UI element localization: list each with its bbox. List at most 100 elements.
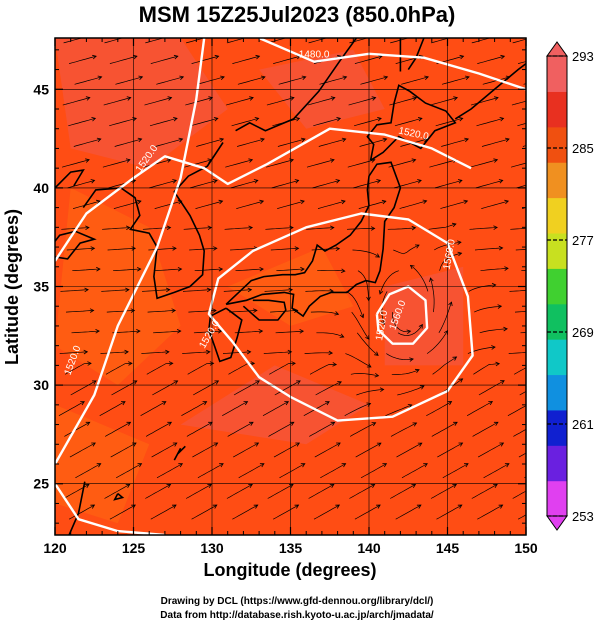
streamline [441, 138, 469, 147]
streamline-arrowhead [341, 199, 346, 205]
streamline-arrowhead [96, 463, 102, 468]
streamline [470, 97, 499, 106]
streamline [356, 389, 384, 396]
streamline [109, 117, 137, 127]
streamline [305, 290, 334, 292]
x-tick-label: 135 [279, 540, 303, 556]
streamline-arrowhead [124, 349, 129, 355]
streamline [473, 363, 500, 375]
streamline-arrowhead [504, 266, 509, 271]
contour-label: 1520.0 [374, 309, 390, 341]
streamline [68, 504, 95, 520]
streamline [481, 138, 510, 147]
streamline-arrowhead [330, 225, 335, 231]
streamline [430, 484, 457, 499]
streamline-arrowhead [452, 356, 458, 361]
streamline-arrowhead [220, 75, 225, 80]
streamline [306, 227, 334, 230]
streamline-arrowhead [497, 304, 503, 309]
streamline-arrowhead [125, 287, 130, 293]
coastline [55, 169, 85, 189]
streamline-arrowhead [89, 308, 95, 313]
streamline [237, 138, 265, 147]
streamline-arrowhead [448, 301, 453, 307]
streamline [140, 401, 166, 417]
colorbar-strip [547, 126, 567, 163]
streamline [355, 442, 382, 458]
streamline [232, 55, 260, 64]
streamline [268, 421, 294, 437]
streamline-arrowhead [247, 287, 253, 293]
streamline [479, 328, 508, 334]
streamline-arrowhead [248, 483, 253, 489]
y-tick-label: 25 [33, 476, 49, 492]
streamline-arrowhead [301, 75, 307, 80]
streamline-arrowhead [539, 309, 543, 313]
streamline [522, 145, 526, 147]
streamline [106, 310, 135, 313]
streamline-arrowhead [138, 75, 144, 80]
streamline-arrowhead [132, 380, 138, 385]
streamline-arrowhead [493, 225, 498, 230]
streamline [390, 484, 416, 499]
streamline-arrowhead [341, 137, 347, 143]
streamline [346, 228, 375, 230]
streamline-arrowhead [409, 357, 414, 362]
streamline [476, 117, 504, 127]
streamline [184, 159, 212, 168]
streamline-arrowhead [371, 96, 377, 101]
streamline-arrowhead [505, 137, 510, 143]
streamline-arrowhead [411, 158, 417, 163]
streamline-arrowhead [336, 442, 341, 447]
streamline [428, 223, 456, 230]
streamline-arrowhead [299, 329, 305, 334]
streamline [308, 484, 334, 499]
streamline [275, 330, 304, 334]
streamline-arrowhead [374, 351, 379, 356]
streamline [153, 330, 181, 334]
streamline [315, 381, 342, 396]
streamline [266, 97, 294, 106]
streamline-arrowhead [451, 222, 457, 228]
streamline [478, 380, 505, 396]
streamline [145, 421, 172, 437]
streamline [518, 452, 526, 458]
streamline-arrowhead [213, 442, 219, 447]
streamline [154, 200, 182, 209]
streamline [226, 484, 253, 499]
colorbar-strip [547, 374, 567, 411]
streamline-arrowhead [334, 311, 340, 316]
streamline-arrowhead [92, 54, 97, 60]
streamline-arrowhead [412, 96, 418, 101]
streamline [105, 421, 131, 437]
streamline [224, 227, 253, 230]
streamline-arrowhead [464, 463, 469, 468]
temperature-patch [55, 38, 228, 169]
credit-drawing: Drawing by DCL (https://www.gfd-dennou.o… [161, 596, 434, 607]
streamline [223, 289, 252, 292]
streamline [318, 138, 346, 147]
streamline [466, 401, 493, 417]
streamline-arrowhead [379, 387, 385, 392]
streamline [232, 504, 258, 520]
streamline-arrowhead [213, 117, 219, 122]
streamline-arrowhead [406, 329, 412, 335]
streamline-arrowhead [212, 308, 217, 313]
streamline [233, 442, 259, 458]
streamline [100, 351, 129, 354]
streamline-arrowhead [463, 199, 469, 205]
streamline-arrowhead [289, 421, 295, 426]
map-plot-area: 1480.01520.01520.01520.01560.01560.01520… [33, 37, 543, 556]
streamline-arrowhead [167, 96, 173, 101]
colorbar-ticks: 293 285 277 269 261 253 [547, 49, 594, 524]
streamline-arrowhead [295, 117, 301, 122]
streamline-arrowhead [136, 266, 142, 272]
streamline [112, 330, 140, 334]
streamline [273, 504, 299, 520]
contour-line [55, 483, 165, 535]
streamline-arrowhead [84, 483, 90, 489]
streamline [513, 428, 526, 437]
streamline [71, 330, 100, 334]
streamline-arrowhead [411, 225, 417, 231]
streamline-arrowhead [131, 246, 137, 251]
